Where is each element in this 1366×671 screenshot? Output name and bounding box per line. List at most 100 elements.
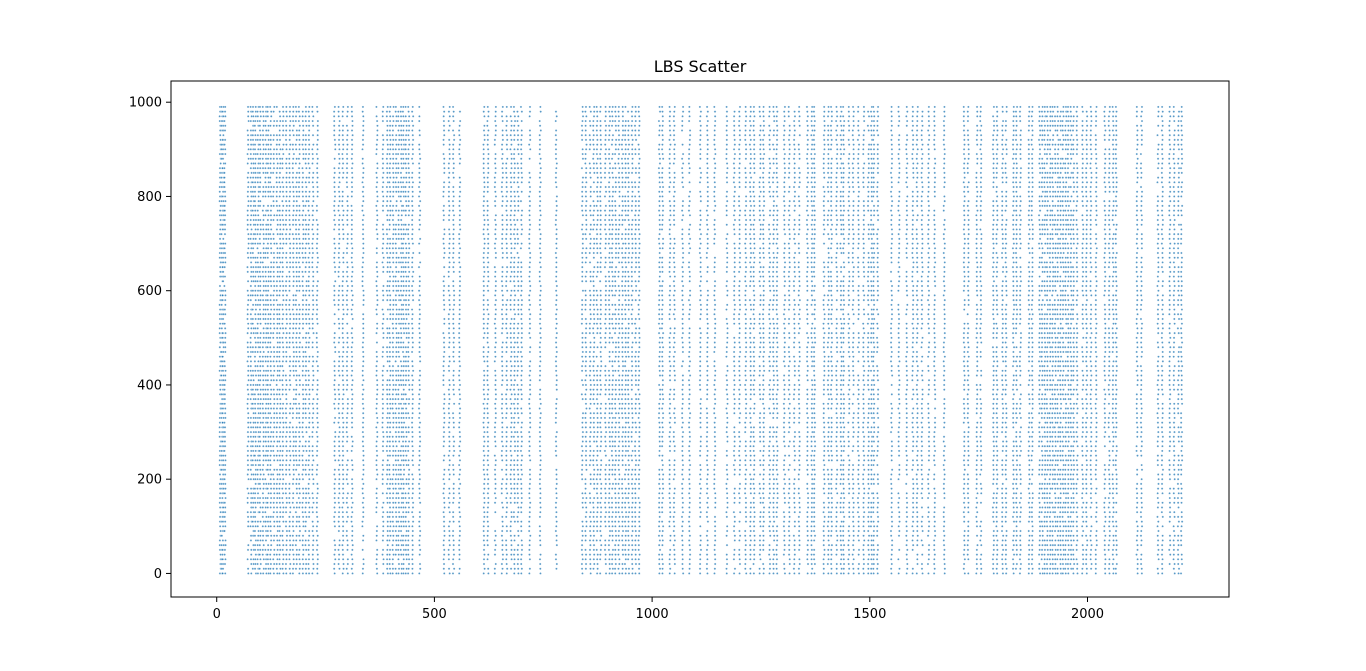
scatter-point — [486, 242, 490, 245]
scatter-point — [375, 449, 379, 453]
scatter-point — [337, 520, 340, 523]
scatter-point — [345, 364, 349, 368]
scatter-point — [452, 284, 455, 288]
scatter-point — [315, 416, 319, 420]
scatter-point — [401, 133, 405, 137]
scatter-point — [269, 492, 273, 495]
scatter-point — [291, 157, 295, 161]
scatter-point — [262, 204, 265, 208]
scatter-point — [458, 345, 461, 349]
scatter-point — [301, 572, 305, 575]
scatter-point — [375, 327, 379, 330]
scatter-point — [458, 176, 461, 179]
scatter-point — [281, 430, 285, 434]
scatter-point — [256, 572, 260, 575]
scatter-point — [311, 204, 314, 208]
scatter-point — [442, 279, 445, 283]
scatter-point — [221, 336, 224, 340]
scatter-point — [292, 209, 295, 212]
scatter-point — [267, 440, 270, 443]
scatter-point — [223, 176, 226, 179]
scatter-point — [411, 115, 415, 118]
scatter-point — [307, 209, 310, 212]
scatter-point — [311, 364, 314, 368]
scatter-point — [259, 402, 262, 406]
scatter-point — [493, 303, 497, 307]
scatter-point — [333, 166, 336, 170]
scatter-point — [256, 119, 259, 123]
scatter-point — [404, 105, 407, 109]
scatter-point — [266, 115, 270, 118]
scatter-point — [381, 468, 385, 472]
scatter-point — [401, 294, 405, 297]
scatter-point — [395, 157, 398, 161]
scatter-point — [266, 355, 269, 358]
scatter-point — [388, 553, 391, 556]
scatter-point — [395, 435, 398, 439]
scatter-point — [418, 190, 422, 194]
scatter-point — [218, 501, 222, 505]
scatter-point — [333, 548, 337, 552]
scatter-point — [442, 416, 446, 420]
scatter-point — [304, 562, 308, 566]
scatter-point — [278, 256, 281, 259]
scatter-point — [307, 534, 311, 538]
scatter-point — [284, 510, 288, 514]
scatter-point — [376, 199, 379, 203]
scatter-point — [259, 152, 262, 156]
scatter-point — [341, 218, 344, 222]
scatter-point — [272, 444, 275, 448]
scatter-point — [304, 416, 308, 420]
scatter-point — [411, 261, 414, 264]
scatter-point — [249, 261, 253, 264]
scatter-point — [362, 242, 365, 245]
scatter-point — [399, 289, 403, 292]
scatter-point — [284, 421, 288, 424]
scatter-column — [404, 105, 408, 575]
scatter-point — [246, 214, 250, 217]
scatter-point — [298, 138, 301, 142]
scatter-column — [337, 105, 341, 571]
scatter-point — [375, 209, 379, 212]
scatter-point — [249, 298, 253, 302]
scatter-point — [278, 374, 281, 377]
scatter-column — [315, 105, 320, 575]
scatter-point — [291, 171, 295, 175]
scatter-point — [301, 298, 305, 302]
scatter-point — [291, 360, 295, 363]
scatter-point — [301, 251, 304, 255]
scatter-point — [223, 440, 227, 443]
scatter-point — [333, 251, 336, 255]
scatter-point — [361, 261, 365, 264]
scatter-point — [269, 435, 272, 439]
scatter-point — [375, 312, 379, 316]
scatter-point — [399, 327, 403, 330]
scatter-point — [311, 496, 315, 500]
scatter-point — [276, 303, 280, 307]
scatter-column — [345, 105, 350, 575]
scatter-point — [382, 171, 385, 175]
scatter-point — [361, 350, 365, 354]
scatter-point — [292, 317, 296, 321]
scatter-point — [298, 378, 302, 382]
scatter-point — [482, 195, 486, 198]
scatter-point — [410, 440, 414, 443]
scatter-point — [266, 496, 269, 500]
scatter-point — [418, 152, 421, 156]
scatter-point — [458, 435, 462, 439]
scatter-point — [482, 204, 485, 208]
scatter-point — [375, 393, 379, 396]
scatter-point — [337, 228, 341, 231]
scatter-point — [301, 242, 304, 245]
scatter-point — [292, 539, 295, 542]
scatter-point — [457, 331, 461, 335]
scatter-point — [486, 482, 490, 486]
scatter-point — [266, 558, 270, 561]
scatter-point — [221, 148, 225, 151]
scatter-point — [457, 322, 461, 325]
scatter-point — [402, 411, 405, 415]
scatter-point — [275, 152, 278, 156]
scatter-point — [333, 477, 337, 481]
scatter-point — [298, 148, 301, 151]
scatter-point — [291, 543, 295, 547]
